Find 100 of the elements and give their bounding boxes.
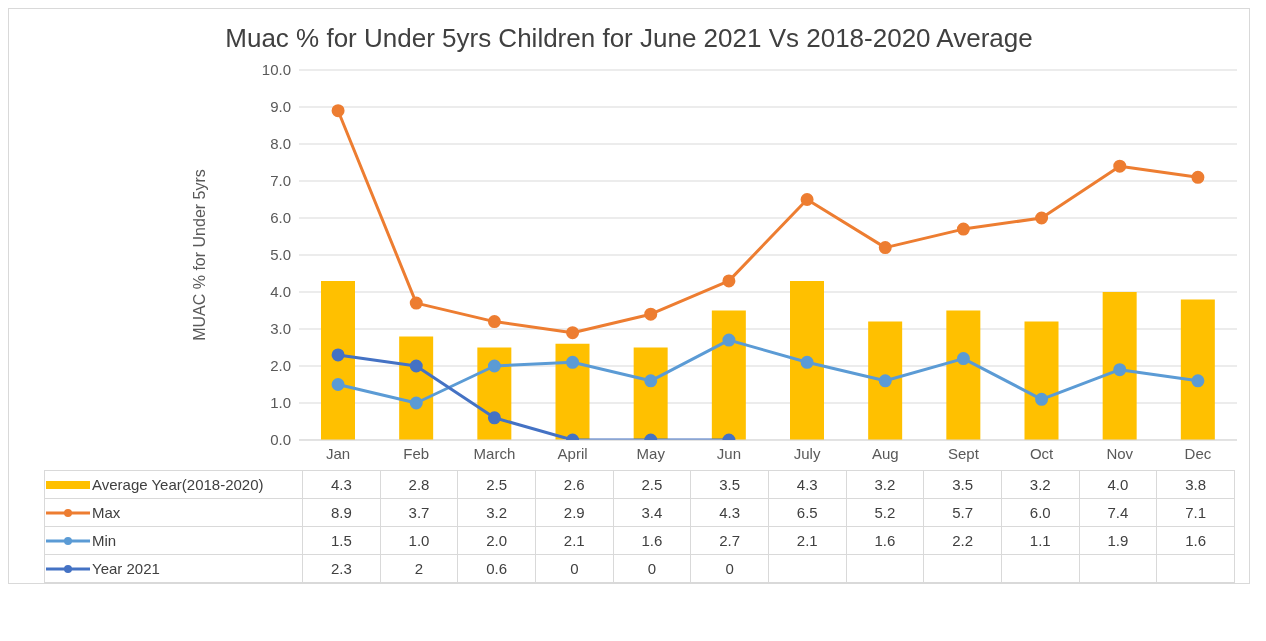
point [644,307,658,321]
point [644,374,658,388]
data-label: 2 [380,554,458,583]
point [566,326,580,340]
data-label: 0 [690,554,769,583]
x-tick-label: March [473,444,516,462]
bar [946,310,981,440]
data-label: 0 [613,554,691,583]
y-tick-label: 1.0 [270,394,291,412]
point [1113,159,1127,173]
data-label: 3.5 [923,470,1002,499]
point [1035,392,1049,406]
chart-title: Muac % for Under 5yrs Children for June 2021 Vs 2018-2020 Average [224,22,1034,55]
data-label: 2.7 [690,526,769,555]
legend-label: Year 2021 [91,560,160,578]
point [1191,170,1205,184]
data-label: 5.2 [846,498,924,527]
data-label: 2.9 [535,498,614,527]
point [1035,211,1049,225]
data-label: 2.3 [302,554,381,583]
data-label: 6.5 [768,498,847,527]
bar [790,280,824,440]
bar [1024,321,1059,440]
y-tick-label: 3.0 [270,320,291,338]
bar [555,343,590,440]
legend-label: Average Year(2018-2020) [91,476,264,494]
data-label: 3.4 [613,498,691,527]
data-label: 8.9 [302,498,381,527]
point [487,315,501,329]
point [722,333,736,347]
x-tick-label: May [636,444,666,462]
point [566,355,580,369]
x-tick-label: Nov [1106,444,1134,462]
point [487,411,501,425]
bar [633,347,668,440]
x-tick-label: Aug [871,444,899,462]
data-label: 1.1 [1001,526,1080,555]
data-label: 2.5 [457,470,536,499]
data-label: 2.2 [923,526,1002,555]
data-label: 7.4 [1079,498,1157,527]
data-label: 4.3 [768,470,847,499]
data-label: 1.9 [1079,526,1157,555]
point [409,296,423,310]
bar [1102,292,1137,440]
x-tick-label: April [557,444,588,462]
data-label: 2.1 [768,526,847,555]
point [331,348,345,362]
legend-label: Min [91,532,117,550]
point [487,359,501,373]
point [409,359,423,373]
point [409,396,423,410]
x-tick-label: Jan [325,444,351,462]
data-label: 2.0 [457,526,536,555]
data-label: 2.5 [613,470,691,499]
data-label: 2.6 [535,470,614,499]
y-tick-label: 9.0 [270,98,291,116]
data-label: 3.2 [1001,470,1080,499]
point [331,378,345,391]
data-label: 1.5 [302,526,381,555]
data-label: 4.0 [1079,470,1157,499]
point [956,352,970,366]
x-tick-label: Feb [403,444,430,462]
y-tick-label: 0.0 [270,431,291,449]
data-label: 0.6 [457,554,536,583]
data-label: 3.2 [457,498,536,527]
y-tick-label: 2.0 [270,357,291,375]
data-label: 4.3 [302,470,381,499]
y-tick-label: 8.0 [270,135,291,153]
bar [321,280,355,440]
data-label: 3.2 [846,470,924,499]
x-tick-label: Oct [1029,444,1055,462]
y-tick-label: 4.0 [270,283,291,301]
y-axis-title: MUAC % for Under 5yrs [190,169,208,341]
x-tick-label: Jun [716,444,742,462]
point [878,374,892,388]
bar [711,310,746,440]
data-label: 7.1 [1156,498,1235,527]
point [800,193,814,206]
data-label: 0 [535,554,614,583]
y-tick-label: 7.0 [270,172,291,190]
bar [868,321,903,440]
data-label: 1.6 [1156,526,1235,555]
point [1113,363,1127,377]
data-label: 6.0 [1001,498,1080,527]
x-tick-label: July [793,444,821,462]
data-label: 1.6 [613,526,691,555]
bar [1180,299,1215,440]
data-label: 1.0 [380,526,458,555]
data-label: 5.7 [923,498,1002,527]
data-label: 3.5 [690,470,769,499]
point [1191,374,1205,388]
x-tick-label: Dec [1184,444,1212,462]
point [800,355,814,369]
data-label: 2.8 [380,470,458,499]
point [956,222,970,236]
data-label: 3.7 [380,498,458,527]
data-label: 1.6 [846,526,924,555]
point [331,104,345,118]
y-tick-label: 10.0 [261,61,291,79]
data-label: 2.1 [535,526,614,555]
